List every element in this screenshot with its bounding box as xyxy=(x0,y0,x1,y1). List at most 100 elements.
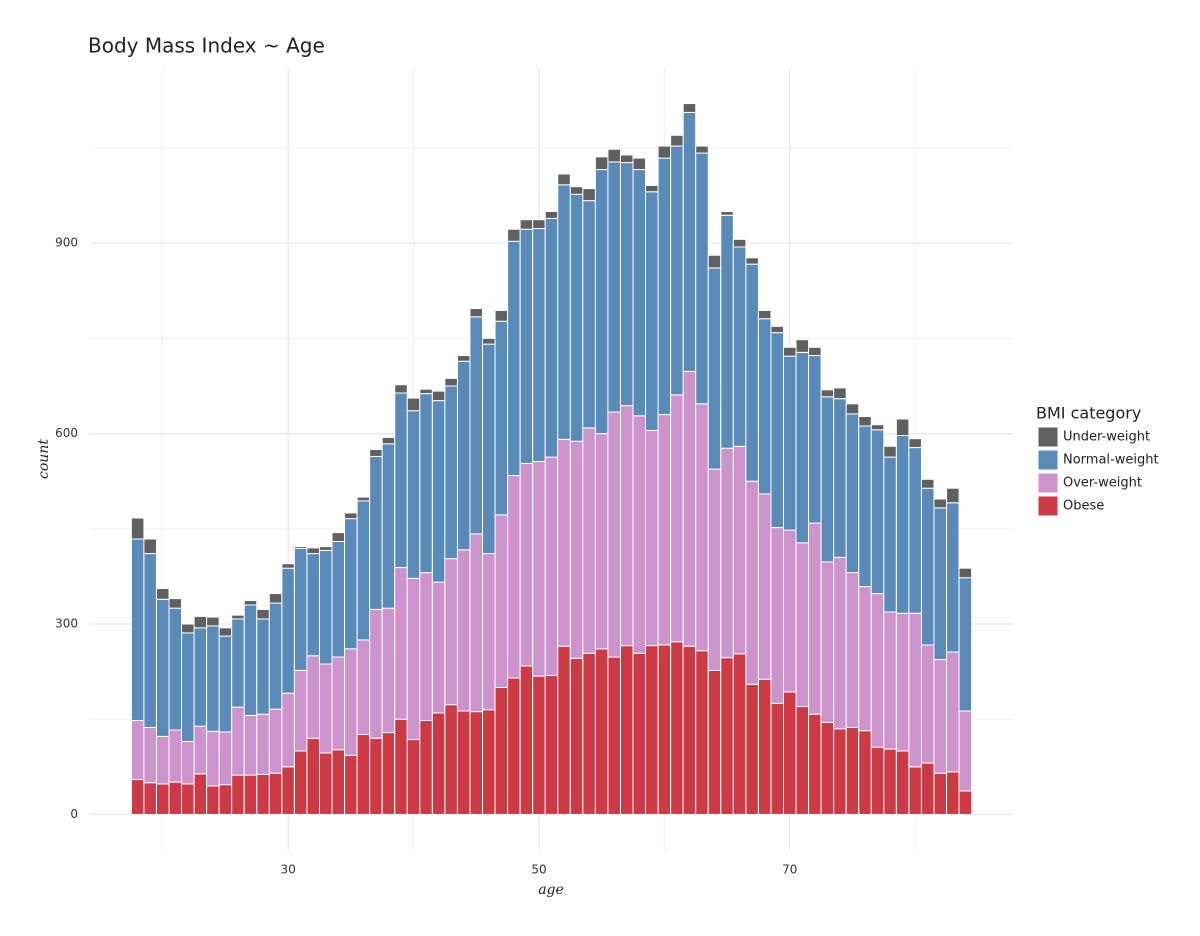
bar-segment xyxy=(920,478,935,489)
bar-segment xyxy=(155,598,170,737)
bar-segment xyxy=(732,445,747,655)
bar-segment xyxy=(381,443,396,609)
bar-segment xyxy=(695,650,709,815)
bar-segment xyxy=(143,553,157,728)
bar-segment xyxy=(469,533,484,713)
bar-segment xyxy=(845,726,860,815)
bar-segment xyxy=(218,627,233,637)
bar-segment xyxy=(356,733,371,815)
bar-segment xyxy=(795,339,810,353)
bar-segment xyxy=(256,608,270,620)
bar-segment xyxy=(695,403,709,652)
bar-segment xyxy=(920,762,935,815)
bar-segment xyxy=(231,706,245,776)
bar-segment xyxy=(544,217,559,458)
bar-segment xyxy=(908,438,922,449)
y-tick-label: 300 xyxy=(55,617,78,631)
bar-segment xyxy=(833,556,847,730)
bar-segment xyxy=(456,360,471,551)
legend-title: BMI category xyxy=(1036,404,1141,423)
bar-segment xyxy=(268,708,283,774)
bar-segment xyxy=(519,462,534,667)
bar-segment xyxy=(695,152,709,405)
bar-segment xyxy=(206,616,220,627)
bar-segment xyxy=(858,415,872,427)
bar-segment xyxy=(482,553,496,711)
bar-segment xyxy=(895,612,910,752)
bar-segment xyxy=(130,517,145,540)
bar-segment xyxy=(507,475,521,679)
bar-segment xyxy=(331,532,346,543)
y-tick-label: 600 xyxy=(55,426,78,440)
bar-segment xyxy=(933,498,948,509)
bar-segment xyxy=(908,612,922,768)
bar-segment xyxy=(820,721,835,815)
bar-segment xyxy=(607,656,621,815)
bar-segment xyxy=(670,134,684,147)
bar-segment xyxy=(256,618,270,715)
bar-segment xyxy=(507,228,521,242)
bar-segment xyxy=(682,111,697,372)
bar-segment xyxy=(306,547,320,555)
bar-segment xyxy=(607,411,621,658)
bar-segment xyxy=(231,614,245,620)
bar-segment xyxy=(632,157,647,171)
bar-segment xyxy=(181,623,195,634)
x-tick-label: 50 xyxy=(531,863,546,877)
bar-segment xyxy=(306,553,320,657)
bar-segment xyxy=(494,687,509,815)
bar-segment xyxy=(795,542,810,708)
bar-segment xyxy=(143,538,157,555)
bar-segment xyxy=(482,337,496,345)
bar-segment xyxy=(318,752,333,815)
bar-segment xyxy=(306,737,320,815)
bar-segment xyxy=(632,415,647,654)
bar-segment xyxy=(682,103,697,113)
bar-segment xyxy=(431,712,446,815)
legend-key xyxy=(1037,495,1059,517)
y-tick-label: 0 xyxy=(70,807,78,821)
bar-segment xyxy=(670,641,684,815)
legend-key xyxy=(1037,449,1059,471)
bar-segment xyxy=(732,238,747,248)
bar-segment xyxy=(431,400,446,583)
bar-segment xyxy=(456,355,471,362)
bar-segment xyxy=(870,429,885,595)
bar-segment xyxy=(193,773,208,815)
bar-segment xyxy=(519,665,534,815)
bar-segment xyxy=(482,709,496,815)
bar-segment xyxy=(757,493,772,680)
bar-segment xyxy=(820,561,835,723)
bar-segment xyxy=(243,604,258,716)
bar-segment xyxy=(845,413,860,574)
bar-segment xyxy=(419,572,433,722)
bar-segment xyxy=(858,586,872,732)
bar-segment xyxy=(883,445,897,458)
bar-segment xyxy=(582,427,596,654)
bar-segment xyxy=(770,702,785,815)
bar-segment xyxy=(344,754,358,815)
bar-segment xyxy=(532,675,546,815)
bar-segment xyxy=(958,790,973,815)
bar-segment xyxy=(757,318,772,495)
bar-segment xyxy=(757,678,772,815)
bar-segment xyxy=(143,782,157,815)
bar-segment xyxy=(720,657,734,815)
bar-segment xyxy=(594,433,609,650)
bar-segment xyxy=(695,145,709,154)
bar-segment xyxy=(858,425,872,588)
bar-segment xyxy=(946,502,960,653)
bar-segment xyxy=(218,635,233,733)
bar-segment xyxy=(218,784,233,815)
bar-segment xyxy=(293,547,308,671)
bar-segment xyxy=(256,773,270,815)
x-tick-label: 30 xyxy=(281,863,296,877)
bar-segment xyxy=(532,219,546,230)
bar-segment xyxy=(231,618,245,708)
bar-segment xyxy=(318,549,333,665)
bar-segment xyxy=(206,730,220,787)
bar-segment xyxy=(281,563,295,569)
bar-segment xyxy=(469,711,484,815)
bar-segment xyxy=(532,228,546,463)
bar-segment xyxy=(745,263,759,482)
